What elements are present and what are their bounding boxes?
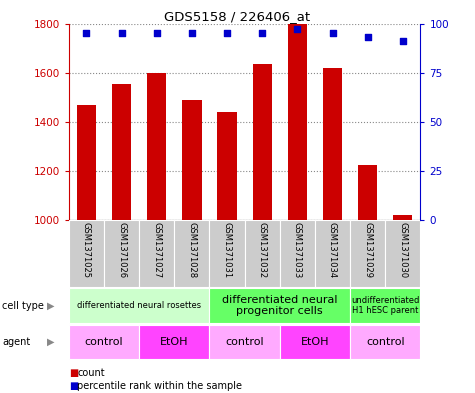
Text: EtOH: EtOH [301,337,329,347]
Text: undifferentiated
H1 hESC parent: undifferentiated H1 hESC parent [351,296,419,315]
Text: GSM1371029: GSM1371029 [363,222,372,278]
Bar [350,220,385,287]
Text: control: control [366,337,405,347]
Bar [218,112,237,220]
Bar [147,73,166,220]
Bar [112,84,131,220]
Point [118,30,125,37]
Bar [393,215,412,220]
Bar [209,325,280,359]
Point [329,30,336,37]
Text: GSM1371026: GSM1371026 [117,222,126,278]
Bar [323,68,342,220]
Text: GSM1371030: GSM1371030 [399,222,407,278]
Bar [139,325,209,359]
Bar [69,325,139,359]
Bar [280,325,350,359]
Text: GSM1371034: GSM1371034 [328,222,337,278]
Point [364,34,371,40]
Text: GSM1371031: GSM1371031 [223,222,231,278]
Text: control: control [85,337,124,347]
Bar [174,220,209,287]
Point [399,38,407,44]
Text: ▶: ▶ [47,301,55,310]
Bar [104,220,139,287]
Bar [69,220,104,287]
Bar [139,220,174,287]
Text: EtOH: EtOH [160,337,189,347]
Bar [385,220,420,287]
Bar [209,220,245,287]
Point [188,30,196,37]
Point [223,30,231,37]
Bar [288,24,307,220]
Text: ■: ■ [69,381,78,391]
Text: GDS5158 / 226406_at: GDS5158 / 226406_at [164,10,311,23]
Text: count: count [77,367,105,378]
Bar [69,288,209,323]
Bar [350,325,420,359]
Text: control: control [225,337,264,347]
Text: differentiated neural
progenitor cells: differentiated neural progenitor cells [222,295,338,316]
Text: differentiated neural rosettes: differentiated neural rosettes [77,301,201,310]
Bar [77,105,96,220]
Text: GSM1371033: GSM1371033 [293,222,302,278]
Bar [182,100,201,220]
Text: GSM1371025: GSM1371025 [82,222,91,278]
Text: GSM1371027: GSM1371027 [152,222,161,278]
Text: ■: ■ [69,367,78,378]
Text: ▶: ▶ [47,337,55,347]
Text: percentile rank within the sample: percentile rank within the sample [77,381,242,391]
Bar [350,288,420,323]
Text: GSM1371028: GSM1371028 [188,222,196,278]
Bar [245,220,280,287]
Bar [209,288,350,323]
Bar [315,220,350,287]
Point [153,30,161,37]
Text: cell type: cell type [2,301,44,310]
Text: agent: agent [2,337,30,347]
Point [294,26,301,33]
Point [258,30,266,37]
Bar [358,165,377,220]
Text: GSM1371032: GSM1371032 [258,222,266,278]
Bar [253,64,272,220]
Point [83,30,90,37]
Bar [280,220,315,287]
